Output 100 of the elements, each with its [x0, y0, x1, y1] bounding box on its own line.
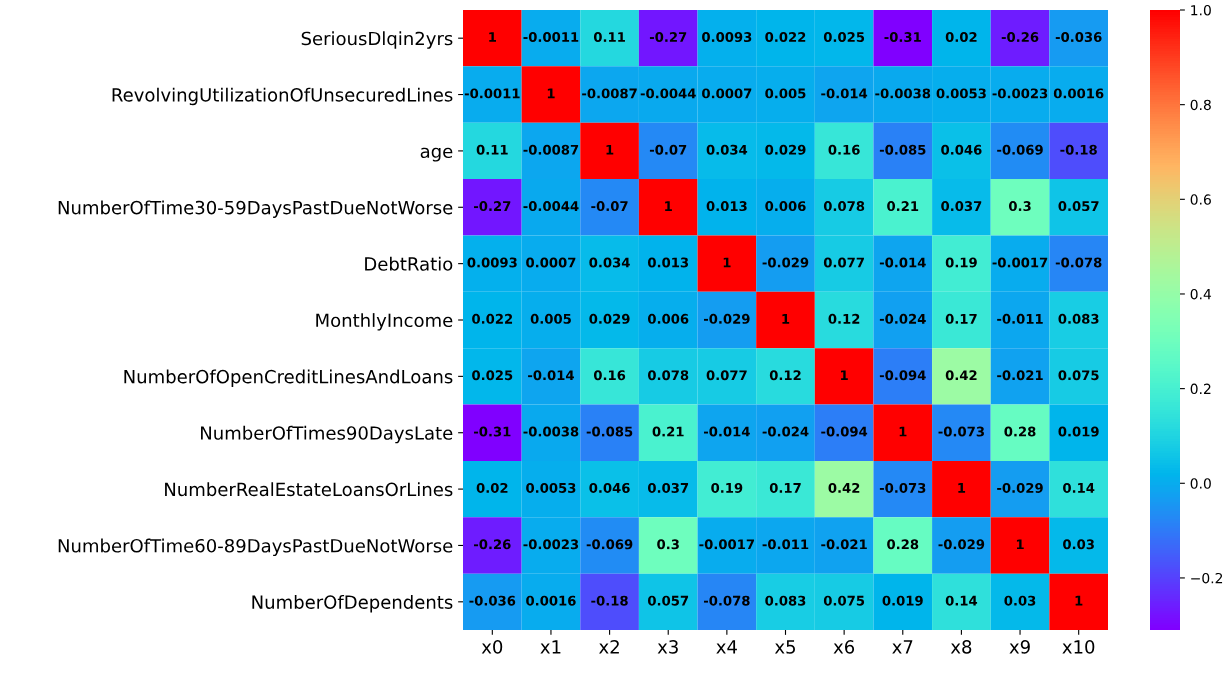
data-label: 0.083 — [765, 595, 806, 606]
y-tick-label: NumberOfTimes90DaysLate — [201, 425, 453, 444]
x-tick-label: x6 — [833, 640, 855, 654]
y-tick-label: RevolvingUtilizationOfUnsecuredLines — [112, 87, 453, 106]
data-label: 0.28 — [1004, 426, 1036, 437]
x-tick-label: x4 — [716, 640, 737, 654]
data-label: 1 — [489, 32, 496, 42]
data-label: 0.3 — [657, 539, 679, 550]
data-label: -0.078 — [1055, 257, 1102, 268]
data-label: 0.0093 — [702, 32, 752, 43]
data-label: 0.019 — [1058, 426, 1099, 437]
x-tick-label: x10 — [1062, 640, 1095, 654]
data-label: -0.014 — [528, 370, 574, 381]
data-label: 0.0093 — [467, 257, 517, 268]
y-tick-label: NumberOfTime30-59DaysPastDueNotWorse — [58, 200, 453, 218]
data-label: 0.006 — [765, 201, 806, 212]
x-tick-label: x1 — [540, 640, 561, 654]
data-label: 0.11 — [593, 32, 625, 43]
data-label: -0.036 — [1055, 32, 1102, 43]
data-label: 0.029 — [589, 313, 630, 324]
data-label: 0.057 — [1058, 201, 1099, 212]
data-label: -0.073 — [879, 482, 926, 493]
data-label: 0.17 — [769, 482, 801, 493]
x-tick-label: x9 — [1009, 640, 1030, 654]
data-label: 0.077 — [823, 257, 864, 268]
data-label: -0.011 — [762, 539, 809, 550]
data-label: 0.03 — [1063, 539, 1094, 550]
data-label: 0.0007 — [526, 257, 576, 268]
data-label: 1 — [547, 88, 555, 99]
data-label: -0.0011 — [523, 32, 579, 43]
data-label: -0.029 — [938, 539, 985, 550]
data-label: -0.26 — [474, 539, 511, 550]
color-bar-label: 0.6 — [1190, 194, 1211, 205]
data-label: -0.029 — [762, 257, 809, 268]
color-bar-label: 0.8 — [1190, 99, 1211, 111]
data-label: -0.014 — [821, 88, 868, 99]
data-label: 0.14 — [1063, 482, 1095, 493]
data-label: 0.3 — [1008, 201, 1031, 212]
data-label: 0.029 — [765, 144, 806, 155]
data-label: 1 — [1016, 539, 1024, 550]
y-tick-label: DebtRatio — [365, 256, 453, 271]
data-label: 1 — [723, 257, 731, 268]
data-label: -0.029 — [997, 482, 1043, 493]
data-label: -0.0038 — [523, 426, 579, 437]
data-label: 0.005 — [765, 88, 806, 99]
x-tick-label: x8 — [950, 640, 972, 654]
data-label: -0.31 — [474, 426, 511, 437]
y-tick-label: MonthlyIncome — [316, 313, 453, 331]
data-label: -0.0044 — [640, 88, 696, 99]
data-label: -0.27 — [649, 32, 687, 43]
data-label: 0.0007 — [702, 88, 752, 99]
data-label: 1 — [1075, 595, 1083, 606]
data-label: -0.0044 — [523, 201, 579, 212]
x-tick-label: x3 — [657, 640, 678, 654]
data-label: -0.27 — [474, 201, 511, 212]
data-label: 0.03 — [1004, 595, 1036, 606]
x-tick-label: x0 — [481, 640, 503, 654]
data-label: 0.057 — [647, 595, 689, 606]
data-label: -0.078 — [703, 595, 750, 606]
data-label: -0.085 — [586, 426, 633, 437]
data-label: 0.025 — [823, 32, 865, 43]
data-label: 1 — [899, 426, 907, 437]
data-label: -0.0011 — [464, 88, 520, 99]
data-label: 0.022 — [472, 313, 513, 324]
data-label: 0.013 — [706, 201, 747, 212]
color-bar-label: 0.0 — [1190, 478, 1211, 489]
data-label: -0.0017 — [699, 539, 755, 550]
data-label: 0.0016 — [1053, 88, 1104, 99]
data-label: -0.029 — [703, 313, 750, 324]
data-label: -0.18 — [1060, 144, 1097, 155]
data-label: -0.0087 — [582, 88, 637, 99]
data-label: 0.075 — [1058, 370, 1099, 381]
data-label: 0.02 — [945, 32, 977, 43]
data-label: -0.069 — [997, 144, 1043, 155]
data-label: 1 — [841, 370, 848, 380]
data-label: 0.022 — [765, 32, 806, 43]
data-label: -0.18 — [591, 595, 628, 606]
data-label: 0.083 — [1058, 313, 1099, 324]
data-label: -0.26 — [1001, 32, 1039, 43]
data-label: 0.11 — [476, 144, 508, 155]
data-label: 0.42 — [828, 482, 860, 493]
data-label: 1 — [782, 314, 790, 324]
data-label: 0.02 — [476, 482, 508, 493]
data-label: -0.024 — [879, 313, 926, 324]
data-label: 0.034 — [706, 144, 748, 155]
data-label: 1 — [958, 483, 966, 493]
y-tick-label: NumberOfOpenCreditLinesAndLoans — [124, 369, 453, 387]
y-tick-label: NumberOfDependents — [252, 594, 453, 613]
data-label: -0.011 — [997, 313, 1043, 324]
data-label: 0.037 — [647, 482, 689, 493]
data-label: 0.037 — [941, 201, 982, 212]
data-label: 1 — [665, 201, 672, 211]
color-bar-label: 0.4 — [1190, 288, 1212, 300]
data-label: 0.0016 — [526, 595, 576, 606]
data-label: -0.094 — [879, 370, 926, 381]
color-bar-label: 1.0 — [1191, 4, 1211, 16]
data-label: 0.16 — [828, 144, 860, 155]
data-label: -0.085 — [879, 144, 926, 155]
data-label: -0.0087 — [523, 144, 579, 155]
data-label: 0.28 — [887, 539, 919, 550]
